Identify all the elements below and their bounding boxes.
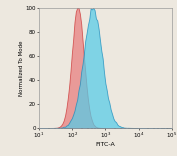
X-axis label: FITC-A: FITC-A [95,142,115,147]
Y-axis label: Normalized To Mode: Normalized To Mode [19,40,24,96]
